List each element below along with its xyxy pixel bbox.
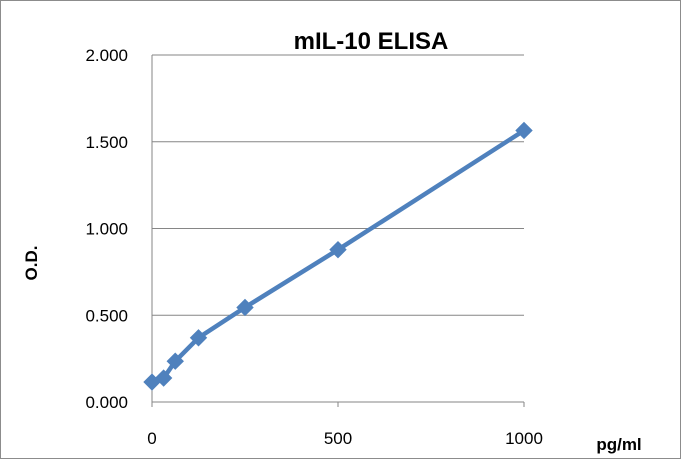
x-tick-label: 0 xyxy=(147,429,156,448)
gridlines xyxy=(152,54,524,316)
y-tick-label: 2.000 xyxy=(85,46,128,65)
data-point xyxy=(189,329,208,347)
tick-labels: 0.000 0.500 1.000 1.500 2.000 0 500 1000 xyxy=(85,46,542,448)
y-axis-title: O.D. xyxy=(22,246,41,281)
x-axis-title: pg/ml xyxy=(596,435,641,454)
data-point xyxy=(154,369,173,387)
data-point xyxy=(329,240,347,259)
chart-title: mIL-10 ELISA xyxy=(294,28,449,55)
series-layer xyxy=(143,121,533,391)
data-point xyxy=(515,121,533,140)
x-tick-label: 1000 xyxy=(505,429,543,448)
y-tick-label: 0.500 xyxy=(85,306,128,325)
y-tick-label: 1.500 xyxy=(85,133,128,152)
data-point xyxy=(236,298,254,317)
data-point xyxy=(166,352,184,370)
y-tick-label: 1.000 xyxy=(85,220,128,239)
x-tick-label: 500 xyxy=(324,429,352,448)
y-tick-label: 0.000 xyxy=(85,393,128,412)
